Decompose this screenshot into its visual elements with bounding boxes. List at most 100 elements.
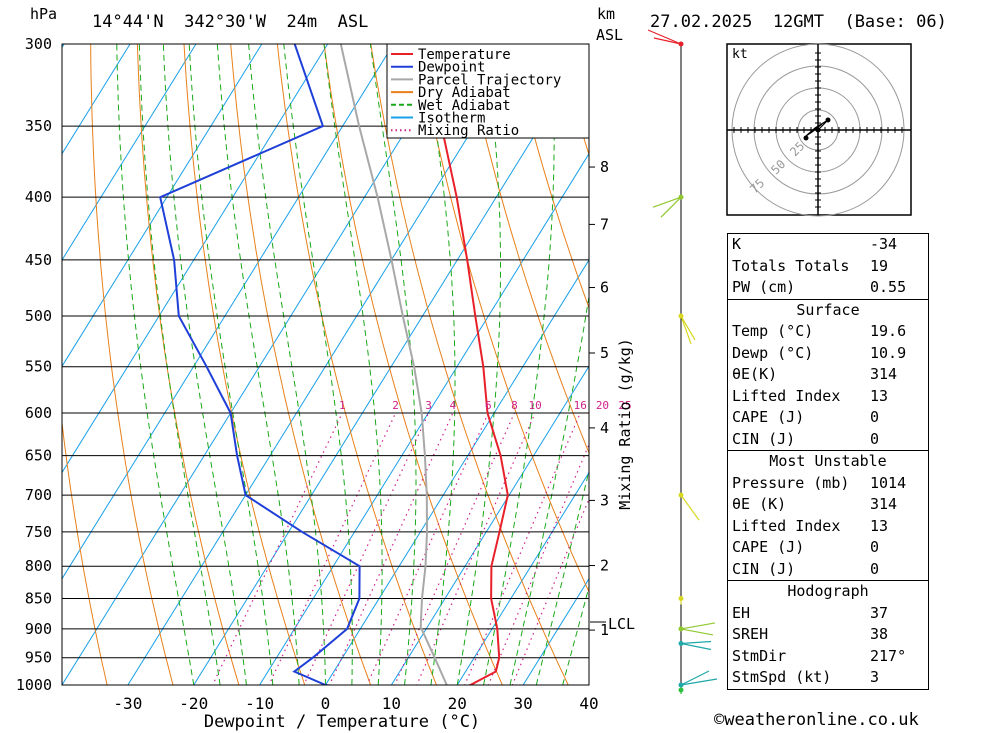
section-title: Hodograph [787,582,869,600]
dry-adiabat-line [136,44,240,685]
wind-barb [680,642,712,651]
mixing-ratio-labels: 1 2 3 4 6 8 10 16 20 25 [339,399,632,412]
wet-adiabat-line [535,468,589,685]
temperature-tick-label: -20 [179,694,208,713]
height-tick-label: 6 [600,279,609,297]
section-title: Most Unstable [769,452,887,470]
index-row: Dewp (°C) 10.9 [728,343,928,365]
legend-label: Wet Adiabat [418,98,511,114]
wet-adiabat-line [248,44,326,685]
index-label: CIN (J) [732,559,796,578]
height-tick-label: 3 [600,491,609,509]
credit-text: ©weatheronline.co.uk [714,710,919,730]
index-label: K [732,235,742,253]
datetime-title: 27.02.2025 12GMT (Base: 06) [650,12,947,32]
index-value: -34 [870,235,898,253]
height-axis-labels: 8 7 6 5 4 3 2 1 [589,158,609,639]
wind-barb [680,315,692,345]
index-value: 217° [870,646,907,665]
series-line-dewpoint [159,44,361,685]
location-title: 14°44'N 342°30'W 24m ASL [92,12,369,32]
series-line-parcel-trajectory [339,44,448,685]
wind-barb [680,678,718,686]
index-value: 314 [870,365,898,383]
isotherm-line [62,44,329,474]
wet-adiabat-line [138,44,221,685]
dry-adiabat-line [510,44,589,310]
mixing-ratio-label: 3 [425,399,432,412]
wind-barb [680,628,714,636]
profile-lines [159,44,509,685]
plot-frame [61,43,590,686]
wind-barb [652,196,682,208]
general-indices: K -34 Totals Totals 19 PW (cm) 0.55 [728,234,928,300]
height-tick-label: 1 [600,621,609,639]
index-row: Pressure (mb) 1014 [728,473,928,495]
index-row: Lifted Index 13 [728,386,928,408]
hodograph-unit: kt [732,47,748,62]
wet-adiabat-line [509,293,589,685]
index-row: EH 37 [728,603,928,625]
temperature-axis-labels: -30 -20 -10 0 10 20 30 40 [113,694,598,713]
index-value: 0 [870,429,880,448]
legend-label: Temperature [418,47,511,63]
isotherm-line [522,577,589,685]
wind-barb [680,640,712,645]
wet-adiabat-line [483,44,555,685]
height-ref-label: ASL [596,26,624,44]
index-value: 314 [870,495,898,513]
index-row: K -34 [728,234,928,256]
pressure-tick-label: 650 [25,447,52,465]
isotherm-line [324,259,589,685]
mixing-ratio-axis-title: Mixing Ratio (g/kg) [616,338,634,510]
height-tick-label: 2 [600,557,609,575]
isotherm-line [62,44,131,155]
index-label: StmDir [732,646,787,665]
lcl-label: LCL [608,615,635,633]
mixing-ratio-line [328,412,454,685]
index-label: Temp (°C) [732,322,814,340]
height-tick-label: 4 [600,419,609,437]
wind-profile [647,29,718,694]
index-label: CAPE (J) [732,538,805,556]
mixing-ratio-label: 20 [596,399,609,412]
temperature-tick-label: 0 [321,694,331,713]
wet-adiabat-line [423,44,456,685]
index-value: 0 [870,538,880,556]
isotherm-line [390,365,589,685]
wet-adiabat-line [456,44,501,685]
wet-adiabat-line [283,44,353,685]
isotherm-line [259,152,589,685]
hodograph-point [825,117,831,123]
index-row: CIN (J) 0 [728,559,928,581]
index-label: PW (cm) [732,278,796,296]
index-row: Temp (°C) 19.6 [728,321,928,343]
pressure-tick-label: 800 [25,557,52,575]
index-label: Totals Totals [732,256,850,275]
temperature-tick-label: -10 [245,694,274,713]
index-label: SREH [732,625,769,643]
wet-adiabat-line [116,44,195,685]
wet-adiabat-line [162,44,247,685]
temperature-tick-label: 20 [448,694,467,713]
mixing-ratio-label: 6 [485,399,492,412]
hodograph-point [815,127,821,133]
pressure-tick-label: 900 [25,620,52,638]
index-value: 13 [870,516,889,535]
height-tick-label: 7 [600,215,609,233]
legend-label: Mixing Ratio [418,123,519,139]
pressure-unit-label: hPa [30,5,58,23]
index-value: 13 [870,386,889,405]
index-label: Lifted Index [732,516,841,535]
section-title: Surface [796,300,860,319]
index-value: 0.55 [870,278,907,296]
index-row: θE (K) 314 [728,494,928,516]
pressure-tick-label: 850 [25,589,52,607]
pressure-axis-labels: 300 350 400 450 500 550 600 650 700 750 800 850 900 9… [16,35,52,694]
pressure-tick-label: 400 [25,188,52,206]
index-value: 37 [870,603,889,622]
wind-barb [680,622,716,630]
isotherm-line [62,44,197,261]
